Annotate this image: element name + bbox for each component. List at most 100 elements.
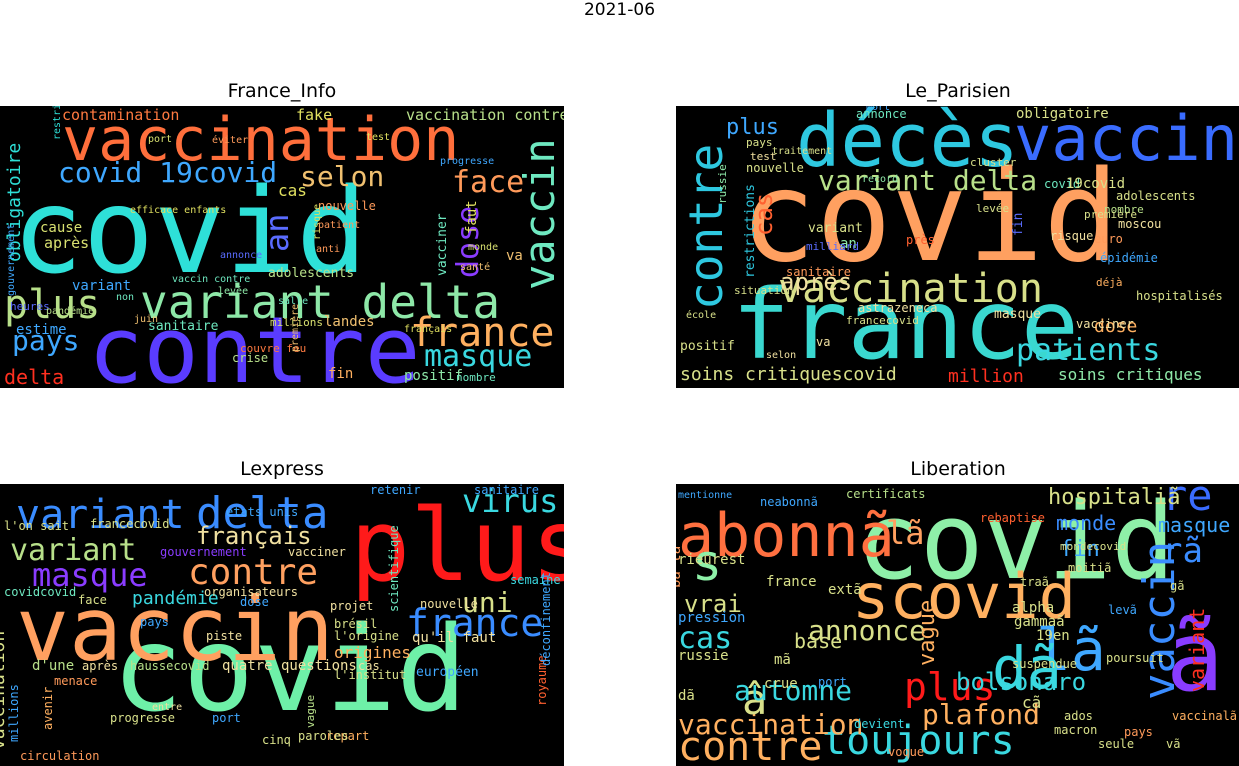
- word-cloud-word: anti: [316, 244, 340, 255]
- word-cloud-word: vã: [1166, 737, 1180, 751]
- word-cloud-word: port: [818, 675, 847, 689]
- word-cloud-word: contamination: [62, 106, 179, 124]
- word-cloud-word: cas: [750, 193, 778, 236]
- word-cloud-word: obligatoire: [1016, 106, 1109, 122]
- word-cloud-word: rebaptise: [980, 511, 1045, 525]
- word-cloud-word: variant: [72, 278, 131, 294]
- word-cloud-word: fin: [1060, 537, 1100, 562]
- word-cloud-word: vaccin: [16, 578, 334, 681]
- word-cloud-word: va: [506, 248, 523, 264]
- word-cloud-word: soins critiques: [1058, 365, 1203, 384]
- word-cloud-word: covid 19covid: [58, 156, 277, 189]
- word-cloud-word: dose: [240, 595, 269, 609]
- word-cloud-word: suspendue: [1012, 657, 1077, 671]
- word-cloud-word: ã: [1166, 601, 1224, 713]
- word-cloud-word: cas: [278, 181, 307, 200]
- word-cloud-word: variant delta: [818, 164, 1037, 197]
- word-cloud-word: variant: [16, 492, 185, 538]
- word-cloud-word: covid: [12, 162, 367, 300]
- word-cloud-word: adolescents: [1116, 189, 1195, 203]
- word-cloud-word: astrazeneca: [858, 301, 937, 315]
- word-cloud-word: quatre questions: [222, 658, 357, 674]
- word-cloud-word: vague: [915, 600, 940, 666]
- word-cloud-word: santé: [460, 261, 490, 273]
- word-cloud-word: déconfinement: [539, 572, 553, 666]
- word-cloud-word: nombre: [1104, 203, 1144, 216]
- word-cloud-word: lã: [1036, 616, 1106, 684]
- word-cloud-word: delta: [4, 365, 64, 388]
- word-cloud-word: sanitaire: [148, 319, 219, 334]
- word-cloud-word: dose: [451, 206, 486, 278]
- word-cloud-word: covid: [112, 600, 467, 738]
- word-cloud-word: port: [212, 711, 241, 725]
- word-cloud-word: levã: [1108, 603, 1137, 617]
- word-cloud-word: certificats: [846, 487, 925, 501]
- word-cloud-word: gouvernement: [6, 224, 17, 296]
- word-cloud-word: sanitaire: [474, 484, 539, 497]
- word-cloud-word: france: [406, 601, 543, 645]
- word-cloud-word: automne: [734, 674, 852, 707]
- word-cloud-word: s: [692, 534, 722, 592]
- word-cloud-word: variant: [808, 221, 863, 236]
- word-cloud-word: annonce: [856, 107, 907, 121]
- word-cloud-word: plus: [726, 115, 779, 140]
- word-cloud-france-info: vaccination covid contre variant delta plus c…: [0, 106, 564, 388]
- word-cloud-word: restrictions: [743, 184, 758, 278]
- word-cloud-word: landes: [324, 314, 375, 330]
- word-cloud-word: mã: [774, 652, 791, 668]
- word-cloud-word: brésil: [334, 617, 377, 631]
- word-cloud-word: heures: [10, 300, 50, 313]
- word-cloud-word: masque: [424, 339, 532, 374]
- word-cloud-word: covidcovid: [4, 585, 76, 599]
- word-cloud-word: russie: [678, 648, 729, 664]
- word-cloud-word: retenir: [370, 484, 421, 497]
- word-cloud-word: déjà: [1096, 276, 1123, 289]
- word-cloud-word: cinq: [262, 733, 291, 747]
- word-cloud-word: français: [404, 324, 452, 335]
- word-cloud-word: royaume: [535, 655, 549, 706]
- word-cloud-word: pandémie: [132, 588, 219, 609]
- word-cloud-word: â: [742, 675, 767, 724]
- word-cloud-word: poursuit: [1106, 651, 1164, 665]
- word-cloud-word: selon: [766, 350, 796, 361]
- word-cloud-word: 19en: [1036, 628, 1070, 644]
- word-cloud-canvas-liberation: covidãabonnãlãscovidslãdãtoujourscontrev…: [676, 484, 1237, 766]
- word-cloud-word: pays: [12, 324, 79, 357]
- word-cloud-word: million: [948, 366, 1024, 387]
- word-cloud-word: rieurest: [678, 552, 745, 568]
- word-cloud-word: l'origine: [334, 629, 399, 643]
- word-cloud-word: scientifique: [387, 525, 401, 612]
- word-cloud-word: vaccin contre: [172, 274, 250, 285]
- word-cloud-word: dã: [992, 634, 1062, 702]
- word-cloud-word: va: [816, 335, 830, 349]
- word-cloud-word: face: [78, 593, 107, 607]
- panel-title-le-parisien: Le_Parisien: [905, 80, 1011, 102]
- word-cloud-word: moscou: [1118, 217, 1161, 231]
- word-cloud-word: après: [44, 234, 89, 252]
- word-cloud-word: francecovid: [846, 314, 919, 327]
- word-cloud-word: première: [289, 304, 301, 352]
- word-cloud-lexpress: covid vaccin plus variant delta contre france m…: [0, 484, 564, 766]
- word-cloud-word: estime: [16, 322, 67, 338]
- word-cloud-word: traitement: [772, 146, 832, 157]
- word-cloud-word: risque: [1050, 229, 1093, 243]
- word-cloud-word: millions: [7, 684, 21, 742]
- word-cloud-word: entre: [152, 702, 182, 713]
- word-cloud-word: crue: [764, 676, 798, 692]
- word-cloud-word: vaccin: [1014, 106, 1238, 175]
- word-cloud-word: avenir: [41, 687, 55, 730]
- word-cloud-word: couvre feu: [240, 342, 306, 355]
- word-cloud-word: éviter: [212, 134, 248, 146]
- word-cloud-word: milliard: [806, 240, 859, 253]
- word-cloud-word: mort: [866, 106, 890, 113]
- word-cloud-word: sanitaire: [786, 265, 851, 279]
- word-cloud-word: nombre: [456, 371, 496, 384]
- word-cloud-word: menace: [54, 674, 97, 688]
- word-cloud-word: vaccination: [678, 708, 863, 741]
- word-cloud-word: contre: [188, 552, 318, 593]
- word-cloud-word: covid: [1044, 177, 1080, 191]
- word-cloud-word: plus: [904, 665, 996, 709]
- word-cloud-word: près: [906, 233, 935, 247]
- word-cloud-word: masque: [1158, 513, 1230, 537]
